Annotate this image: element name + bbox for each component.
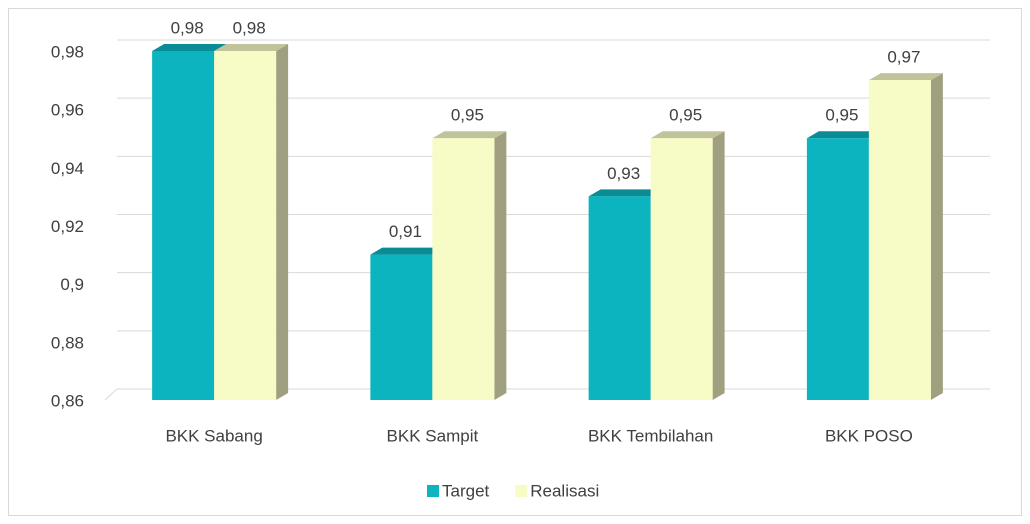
y-tick-label: 0,92	[51, 217, 84, 236]
legend-label: Realisasi	[530, 481, 599, 500]
bar-top	[806, 131, 881, 139]
value-label: 0,98	[171, 18, 204, 37]
value-label: 0,97	[887, 48, 920, 67]
bar	[588, 196, 651, 400]
bar-side	[712, 131, 725, 400]
bar-top	[588, 189, 663, 197]
bar-side	[494, 131, 507, 400]
bar	[214, 51, 277, 400]
y-tick-label: 0,98	[51, 42, 84, 61]
legend-swatch	[427, 485, 439, 497]
value-label: 0,98	[233, 18, 266, 37]
bar	[152, 51, 215, 400]
bar-top	[432, 131, 507, 139]
x-tick-label: BKK Sabang	[165, 426, 262, 445]
bar	[868, 80, 931, 400]
bar-top	[650, 131, 725, 139]
value-label: 0,95	[669, 106, 702, 125]
value-label: 0,95	[451, 106, 484, 125]
bar-top	[370, 247, 445, 255]
y-tick-label: 0,9	[60, 275, 84, 294]
value-label: 0,93	[607, 164, 640, 183]
legend-swatch	[515, 485, 528, 497]
y-tick-label: 0,96	[51, 101, 84, 120]
bar-top	[214, 44, 289, 51]
bar	[432, 138, 495, 400]
y-tick-label: 0,88	[51, 333, 84, 352]
bar	[650, 138, 713, 400]
bar-side	[930, 73, 943, 400]
y-tick-label: 0,94	[51, 159, 84, 178]
value-label: 0,95	[825, 106, 858, 125]
bar-side	[276, 44, 289, 400]
y-tick-label: 0,86	[51, 391, 84, 410]
bar-top	[152, 44, 227, 51]
x-tick-label: BKK Tembilahan	[588, 426, 713, 445]
floor-edge	[104, 388, 118, 401]
bar	[370, 254, 433, 400]
x-tick-label: BKK Sampit	[387, 426, 479, 445]
value-label: 0,91	[389, 222, 422, 241]
bar	[806, 138, 869, 400]
legend-label: Target	[442, 481, 490, 500]
bar-top	[868, 73, 943, 81]
x-tick-label: BKK POSO	[825, 426, 913, 445]
